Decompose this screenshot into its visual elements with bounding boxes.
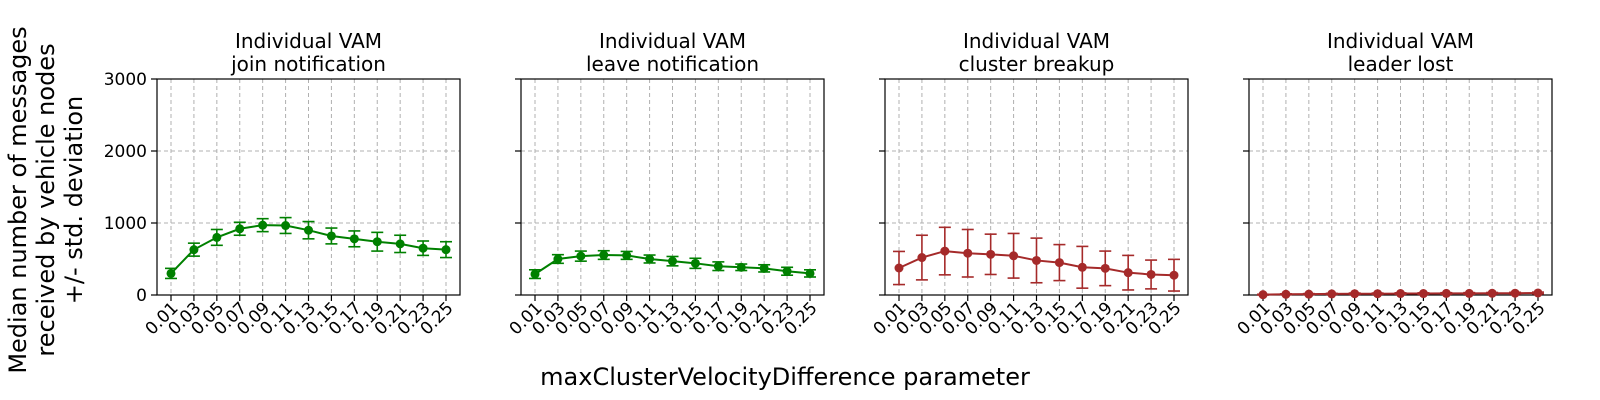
data-point bbox=[395, 239, 405, 249]
data-point bbox=[805, 268, 815, 278]
data-point bbox=[1350, 289, 1360, 299]
data-point bbox=[759, 263, 769, 273]
data-point bbox=[281, 221, 291, 231]
data-point bbox=[1373, 289, 1383, 299]
y-label-line-2: received by vehicle nodes bbox=[32, 43, 60, 356]
data-point bbox=[1396, 289, 1405, 299]
data-point bbox=[166, 268, 176, 278]
data-point bbox=[1169, 270, 1179, 280]
data-point bbox=[713, 261, 723, 271]
data-point bbox=[1510, 288, 1520, 298]
data-point bbox=[235, 224, 245, 234]
y-label-line-1: Median number of messages bbox=[4, 26, 32, 373]
data-point bbox=[304, 225, 313, 235]
panel-title-line-2: leader lost bbox=[1348, 52, 1454, 76]
data-point bbox=[441, 245, 451, 255]
data-point bbox=[189, 245, 199, 255]
panel-title-line-1: Individual VAM bbox=[1327, 29, 1474, 53]
data-point bbox=[690, 258, 700, 268]
data-point bbox=[622, 250, 632, 260]
data-point bbox=[645, 254, 655, 264]
panel-title-line-2: leave notification bbox=[586, 52, 759, 76]
data-point bbox=[1009, 251, 1019, 261]
data-point bbox=[258, 220, 268, 230]
data-point bbox=[530, 269, 540, 279]
x-axis-label: maxClusterVelocityDifference parameter bbox=[540, 363, 1030, 391]
data-point bbox=[349, 234, 359, 244]
data-point bbox=[782, 266, 792, 276]
data-point bbox=[326, 231, 336, 241]
data-point bbox=[1100, 263, 1110, 273]
y-tick-label: 0 bbox=[136, 286, 147, 306]
data-point bbox=[599, 250, 609, 260]
data-point bbox=[1327, 289, 1337, 299]
y-tick-label: 3000 bbox=[104, 70, 147, 90]
data-point bbox=[986, 249, 996, 259]
panel-title-line-2: cluster breakup bbox=[959, 52, 1115, 76]
data-point bbox=[1487, 288, 1497, 298]
data-point bbox=[1258, 290, 1268, 300]
data-point bbox=[1032, 255, 1041, 265]
y-label-line-3: +/- std. deviation bbox=[60, 96, 88, 304]
panel-title-line-1: Individual VAM bbox=[599, 29, 746, 53]
data-point bbox=[1533, 288, 1543, 298]
data-point bbox=[212, 232, 222, 242]
data-point bbox=[418, 243, 428, 253]
data-point bbox=[1054, 258, 1064, 268]
data-point bbox=[1304, 289, 1314, 299]
y-tick-label: 2000 bbox=[104, 142, 147, 162]
data-point bbox=[372, 237, 382, 247]
panel-title-line-2: join notification bbox=[230, 52, 386, 76]
data-point bbox=[1441, 288, 1451, 298]
data-point bbox=[940, 246, 950, 256]
data-point bbox=[553, 254, 563, 264]
figure-y-axis-label: Median number of messages received by ve… bbox=[4, 26, 88, 373]
data-point bbox=[917, 253, 927, 263]
data-point bbox=[1418, 289, 1428, 299]
data-point bbox=[736, 262, 746, 272]
data-point bbox=[1077, 262, 1087, 272]
data-point bbox=[668, 256, 677, 266]
data-point bbox=[1464, 288, 1474, 298]
data-point bbox=[1146, 269, 1156, 279]
data-point bbox=[963, 248, 973, 258]
data-point bbox=[1123, 268, 1133, 278]
panel-title-line-1: Individual VAM bbox=[963, 29, 1110, 53]
panel-title-line-1: Individual VAM bbox=[235, 29, 382, 53]
data-point bbox=[894, 263, 904, 273]
data-point bbox=[1281, 289, 1291, 299]
y-tick-label: 1000 bbox=[104, 214, 147, 234]
data-point bbox=[576, 251, 586, 261]
